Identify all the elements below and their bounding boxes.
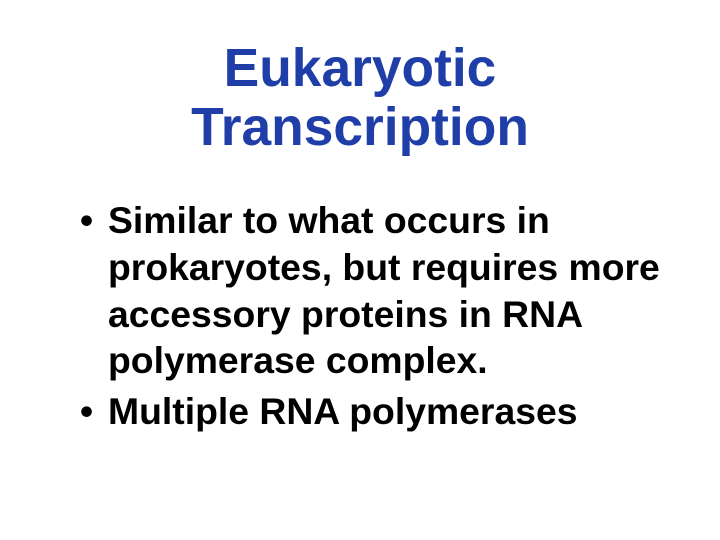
bullet-item: Multiple RNA polymerases	[80, 388, 660, 435]
slide: Eukaryotic Transcription Similar to what…	[0, 0, 720, 540]
slide-title: Eukaryotic Transcription	[50, 40, 670, 157]
bullet-item: Similar to what occurs in prokaryotes, b…	[80, 197, 660, 384]
bullet-list: Similar to what occurs in prokaryotes, b…	[80, 197, 660, 434]
